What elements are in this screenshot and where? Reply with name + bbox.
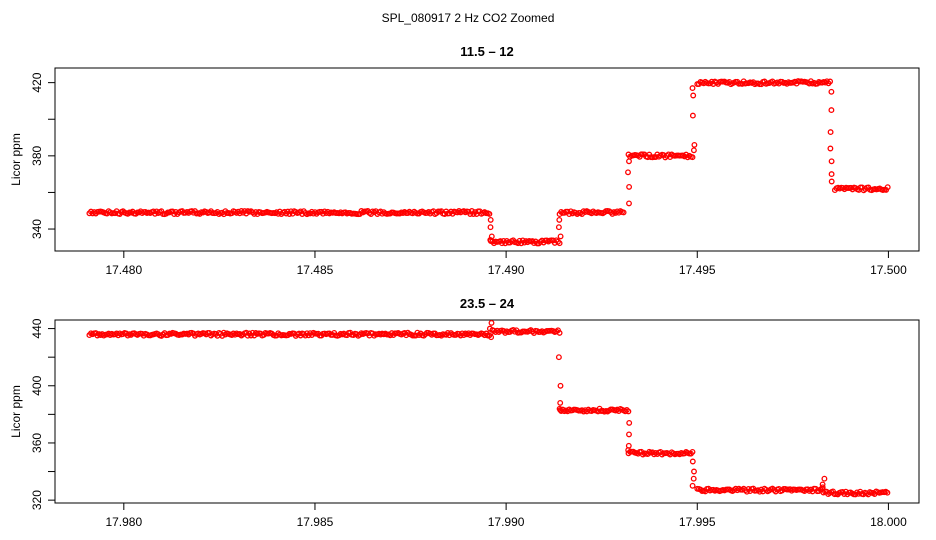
data-point	[626, 200, 632, 207]
x-tick-label: 17.500	[870, 263, 907, 277]
data-point	[884, 489, 891, 496]
data-point	[828, 171, 835, 178]
data-point	[557, 407, 564, 414]
data-point	[689, 448, 696, 455]
y-tick-label: 440	[30, 318, 44, 338]
data-point	[557, 233, 564, 240]
data-point	[626, 419, 633, 426]
data-series	[86, 319, 891, 498]
x-tick-label: 17.495	[679, 263, 716, 277]
data-point	[556, 216, 563, 223]
x-tick-label: 17.485	[297, 263, 334, 277]
y-tick-label: 400	[30, 375, 44, 395]
data-point	[828, 88, 835, 95]
x-tick-label: 18.000	[870, 515, 907, 529]
data-point	[884, 184, 891, 191]
panel-top: 11.5 – 12 17.480 17.485 17.490 17.495 17.500 3…	[9, 44, 920, 277]
data-point	[828, 158, 835, 165]
data-point	[691, 141, 698, 148]
data-point	[626, 158, 632, 165]
data-point	[625, 408, 632, 415]
x-tick-label: 17.480	[105, 263, 142, 277]
data-point	[556, 240, 563, 247]
data-point	[555, 224, 562, 231]
data-point	[556, 329, 563, 336]
plot-frame	[54, 67, 920, 252]
data-point	[620, 209, 627, 216]
data-point	[689, 112, 696, 119]
plot-frame	[54, 319, 920, 504]
data-point	[487, 237, 494, 243]
data-point	[625, 447, 632, 454]
data-point	[557, 399, 564, 406]
panel-title: 11.5 – 12	[460, 44, 514, 59]
x-tick-label: 17.980	[105, 515, 142, 529]
data-point	[689, 458, 696, 465]
y-axis-label: Licor ppm	[9, 385, 23, 438]
data-point	[625, 169, 631, 176]
x-tick-label: 17.985	[297, 515, 334, 529]
data-point	[828, 107, 835, 114]
data-point	[486, 325, 493, 332]
y-tick-label: 360	[30, 433, 44, 453]
y-axis-label: Licor ppm	[9, 133, 23, 186]
data-point	[488, 334, 495, 341]
data-point	[691, 468, 697, 475]
data-point	[626, 183, 633, 190]
data-point	[487, 224, 494, 231]
panel-bottom: 23.5 – 24 17.980 17.985 17.990 17.995 18.000 3…	[9, 296, 920, 529]
data-point	[690, 147, 697, 154]
data-point	[819, 481, 826, 488]
data-point	[689, 154, 696, 161]
data-point	[821, 475, 828, 482]
panel-title: 23.5 – 24	[460, 296, 515, 311]
data-point	[488, 319, 495, 326]
data-point	[827, 129, 834, 136]
y-tick-label: 340	[30, 219, 44, 239]
data-point	[557, 382, 564, 389]
data-point	[689, 482, 696, 489]
data-point	[827, 145, 834, 152]
data-point	[689, 85, 696, 92]
data-point	[827, 78, 834, 85]
data-point	[690, 475, 697, 482]
x-tick-label: 17.490	[488, 263, 525, 277]
data-series	[86, 78, 891, 247]
data-point	[626, 431, 632, 438]
figure-title: SPL_080917 2 Hz CO2 Zoomed	[382, 11, 555, 25]
data-point	[487, 216, 494, 223]
y-tick-label: 320	[30, 490, 44, 510]
y-tick-label: 380	[30, 146, 44, 166]
y-tick-label: 420	[30, 72, 44, 92]
data-point	[828, 178, 835, 185]
data-point	[555, 354, 562, 361]
x-tick-label: 17.995	[679, 515, 716, 529]
data-point	[486, 210, 493, 217]
x-tick-label: 17.990	[488, 515, 525, 529]
data-point	[819, 484, 826, 491]
data-point	[690, 92, 697, 99]
